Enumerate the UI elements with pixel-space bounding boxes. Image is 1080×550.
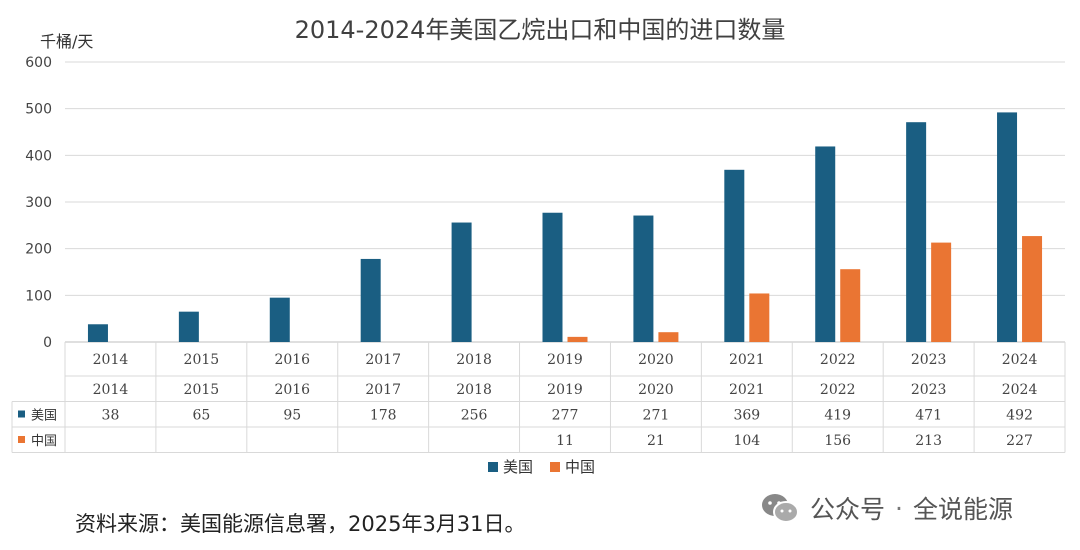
table-value-cell: 419: [824, 408, 851, 424]
gridlines: [64, 61, 1066, 376]
bar-china: [658, 332, 679, 342]
bar-usa: [724, 169, 745, 342]
table-value-cell: 104: [733, 433, 760, 449]
x-tick-label: 2022: [820, 352, 856, 368]
x-tick-label: 2023: [911, 352, 947, 368]
y-tick-label: 500: [25, 102, 52, 118]
table-value-cell: 38: [102, 408, 120, 424]
table-value-cell: 492: [1006, 408, 1033, 424]
table-header-cell: 2024: [1002, 382, 1038, 398]
legend-swatch: [550, 462, 560, 472]
bar-usa: [815, 146, 836, 342]
legend-swatch: [488, 462, 498, 472]
x-tick-label: 2017: [365, 352, 401, 368]
bar-usa: [633, 215, 654, 342]
table-header-cell: 2014: [93, 382, 129, 398]
x-tick-label: 2018: [456, 352, 492, 368]
table-value-cell: 21: [647, 433, 665, 449]
table-value-cell: 256: [461, 408, 488, 424]
bar-usa: [906, 122, 927, 342]
data-table: 2014 2015 2016 2017 2018 2019 2020 2021 2022 2023…: [11, 375, 1066, 453]
bar-china: [1022, 236, 1043, 342]
table-value-cell: 271: [643, 408, 670, 424]
x-tick-label: 2015: [184, 352, 220, 368]
table-header-cell: 2023: [911, 382, 947, 398]
table-value-cell: 95: [283, 408, 301, 424]
table-value-cell: 11: [556, 433, 574, 449]
bar-china: [931, 242, 952, 342]
table-legend-swatch: [18, 410, 25, 418]
bar-china: [840, 269, 861, 342]
x-tick-label: 2020: [638, 352, 674, 368]
bar-china: [749, 293, 770, 342]
table-header-cell: 2022: [820, 382, 856, 398]
x-tick-label: 2014: [93, 352, 129, 368]
legend-label: 中国: [565, 458, 595, 476]
table-legend-swatch: [18, 436, 25, 443]
x-axis-ticks: 2014 2015 2016 2017 2018 2019 2020 2021 2022 2023…: [93, 352, 1038, 368]
bar-usa: [451, 222, 472, 342]
bar-usa: [178, 311, 199, 342]
legend-label: 美国: [503, 458, 533, 476]
table-value-cell: 277: [552, 408, 579, 424]
table-value-cell: 227: [1006, 433, 1033, 449]
x-tick-label: 2021: [729, 352, 765, 368]
table-value-cell: 65: [192, 408, 210, 424]
chart-title: 2014-2024年美国乙烷出口和中国的进口数量: [295, 16, 786, 44]
x-tick-label: 2019: [547, 352, 583, 368]
legend: 美国 中国: [488, 458, 595, 476]
table-header-cell: 2018: [456, 382, 492, 398]
bar-usa: [87, 324, 108, 342]
table-value-cell: 369: [733, 408, 760, 424]
source-note: 资料来源：美国能源信息署，2025年3月31日。: [75, 512, 526, 536]
table-header-cell: 2015: [184, 382, 220, 398]
y-axis-ticks: 0 100 200 300 400 500 600: [25, 55, 52, 351]
table-header-cell: 2016: [274, 382, 310, 398]
watermark-label: 公众号: [810, 495, 886, 524]
bar-usa: [360, 258, 381, 342]
y-axis-label: 千桶/天: [40, 32, 93, 51]
table-series-label: 中国: [31, 434, 57, 449]
bar-usa: [542, 212, 563, 342]
y-tick-label: 400: [25, 148, 52, 164]
y-tick-label: 200: [25, 242, 52, 258]
wechat-icon: [762, 494, 799, 523]
y-tick-label: 0: [43, 335, 52, 351]
watermark-account: 全说能源: [912, 495, 1013, 524]
bar-usa: [269, 297, 290, 342]
x-tick-label: 2024: [1002, 352, 1038, 368]
bars: [87, 112, 1043, 343]
bar-usa: [997, 112, 1018, 343]
watermark-separator: ·: [895, 493, 903, 523]
table-header-cell: 2019: [547, 382, 583, 398]
x-tick-label: 2016: [274, 352, 310, 368]
table-series-label: 美国: [31, 409, 57, 424]
watermark: 公众号 · 全说能源: [760, 488, 1013, 528]
y-tick-label: 100: [25, 288, 52, 304]
table-value-cell: 156: [824, 433, 851, 449]
y-tick-label: 300: [25, 195, 52, 211]
table-value-cell: 471: [915, 408, 942, 424]
table-value-cell: 178: [370, 408, 397, 424]
table-header-cell: 2020: [638, 382, 674, 398]
table-header-cell: 2017: [365, 382, 401, 398]
table-value-cell: 213: [915, 433, 942, 449]
y-tick-label: 600: [25, 55, 52, 71]
bar-china: [567, 336, 588, 342]
table-header-cell: 2021: [729, 382, 765, 398]
